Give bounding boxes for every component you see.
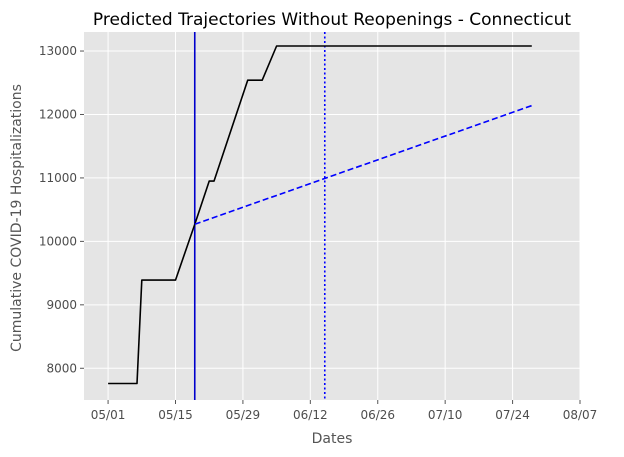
x-axis-label: Dates <box>312 431 353 447</box>
predicted-trajectory-line <box>194 104 533 225</box>
chart-title: Predicted Trajectories Without Reopening… <box>93 10 572 30</box>
x-tick-label: 05/15 <box>158 408 193 422</box>
x-tick-label: 07/10 <box>428 408 463 422</box>
x-axis-ticks: 05/01 05/15 05/29 06/12 06/26 07/10 07/24 08/07 <box>91 400 598 422</box>
grid <box>84 32 581 400</box>
y-tick-label: 8000 <box>46 361 77 375</box>
y-tick-label: 11000 <box>39 171 77 185</box>
series-group <box>108 45 533 385</box>
x-tick-label: 07/24 <box>495 408 530 422</box>
x-tick-label: 05/29 <box>226 408 261 422</box>
reference-lines <box>193 32 326 400</box>
y-axis-label: Cumulative COVID-19 Hospitalizations <box>9 84 25 352</box>
plot-area <box>84 32 580 400</box>
y-tick-label: 10000 <box>39 234 77 248</box>
observed-hospitalizations-line <box>108 45 532 385</box>
y-tick-label: 13000 <box>39 44 77 58</box>
x-tick-label: 06/26 <box>360 408 395 422</box>
x-tick-label: 05/01 <box>91 408 126 422</box>
x-tick-label: 08/07 <box>563 408 598 422</box>
y-axis-ticks: 8000 9000 10000 11000 12000 13000 <box>39 44 84 375</box>
x-tick-label: 06/12 <box>293 408 328 422</box>
y-tick-label: 9000 <box>46 298 77 312</box>
y-tick-label: 12000 <box>39 107 77 121</box>
